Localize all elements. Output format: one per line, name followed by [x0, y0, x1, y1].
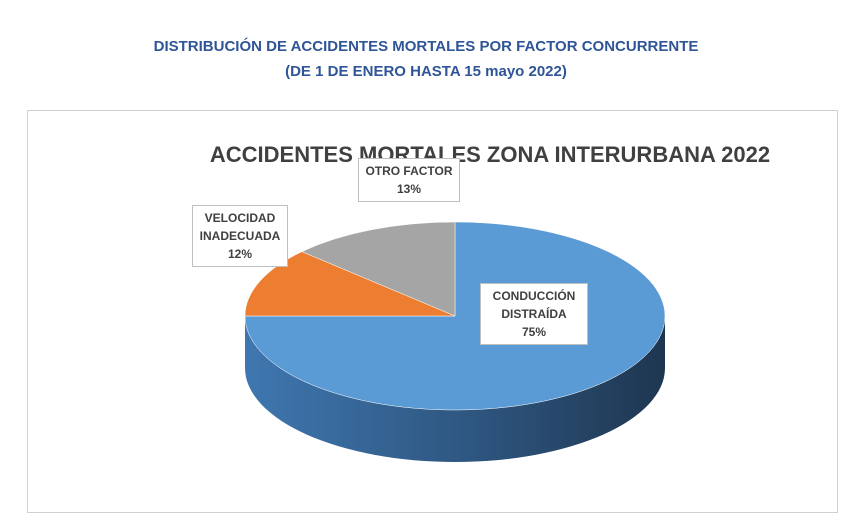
slice-value: 12%: [227, 247, 253, 261]
data-label: CONDUCCIÓN DISTRAÍDA 75%: [480, 283, 588, 345]
pie-slice: [244, 221, 666, 411]
chart-title: ACCIDENTES MORTALES ZONA INTERURBANA 202…: [210, 142, 770, 167]
slice-category: VELOCIDAD INADECUADA: [199, 211, 281, 243]
slice-value: 75%: [521, 325, 547, 339]
page-subtitle: (DE 1 DE ENERO HASTA 15 mayo 2022): [285, 63, 567, 80]
pie-side: [245, 316, 665, 462]
page-title: DISTRIBUCIÓN DE ACCIDENTES MORTALES POR …: [153, 38, 699, 55]
slice-category: CONDUCCIÓN DISTRAÍDA: [492, 289, 576, 321]
pie-slice: [301, 221, 456, 317]
slice-value: 13%: [396, 182, 422, 196]
slice-category: OTRO FACTOR: [365, 164, 453, 178]
data-label: VELOCIDAD INADECUADA 12%: [192, 205, 288, 267]
pie-slice: [244, 251, 456, 317]
data-label: OTRO FACTOR 13%: [358, 158, 460, 202]
